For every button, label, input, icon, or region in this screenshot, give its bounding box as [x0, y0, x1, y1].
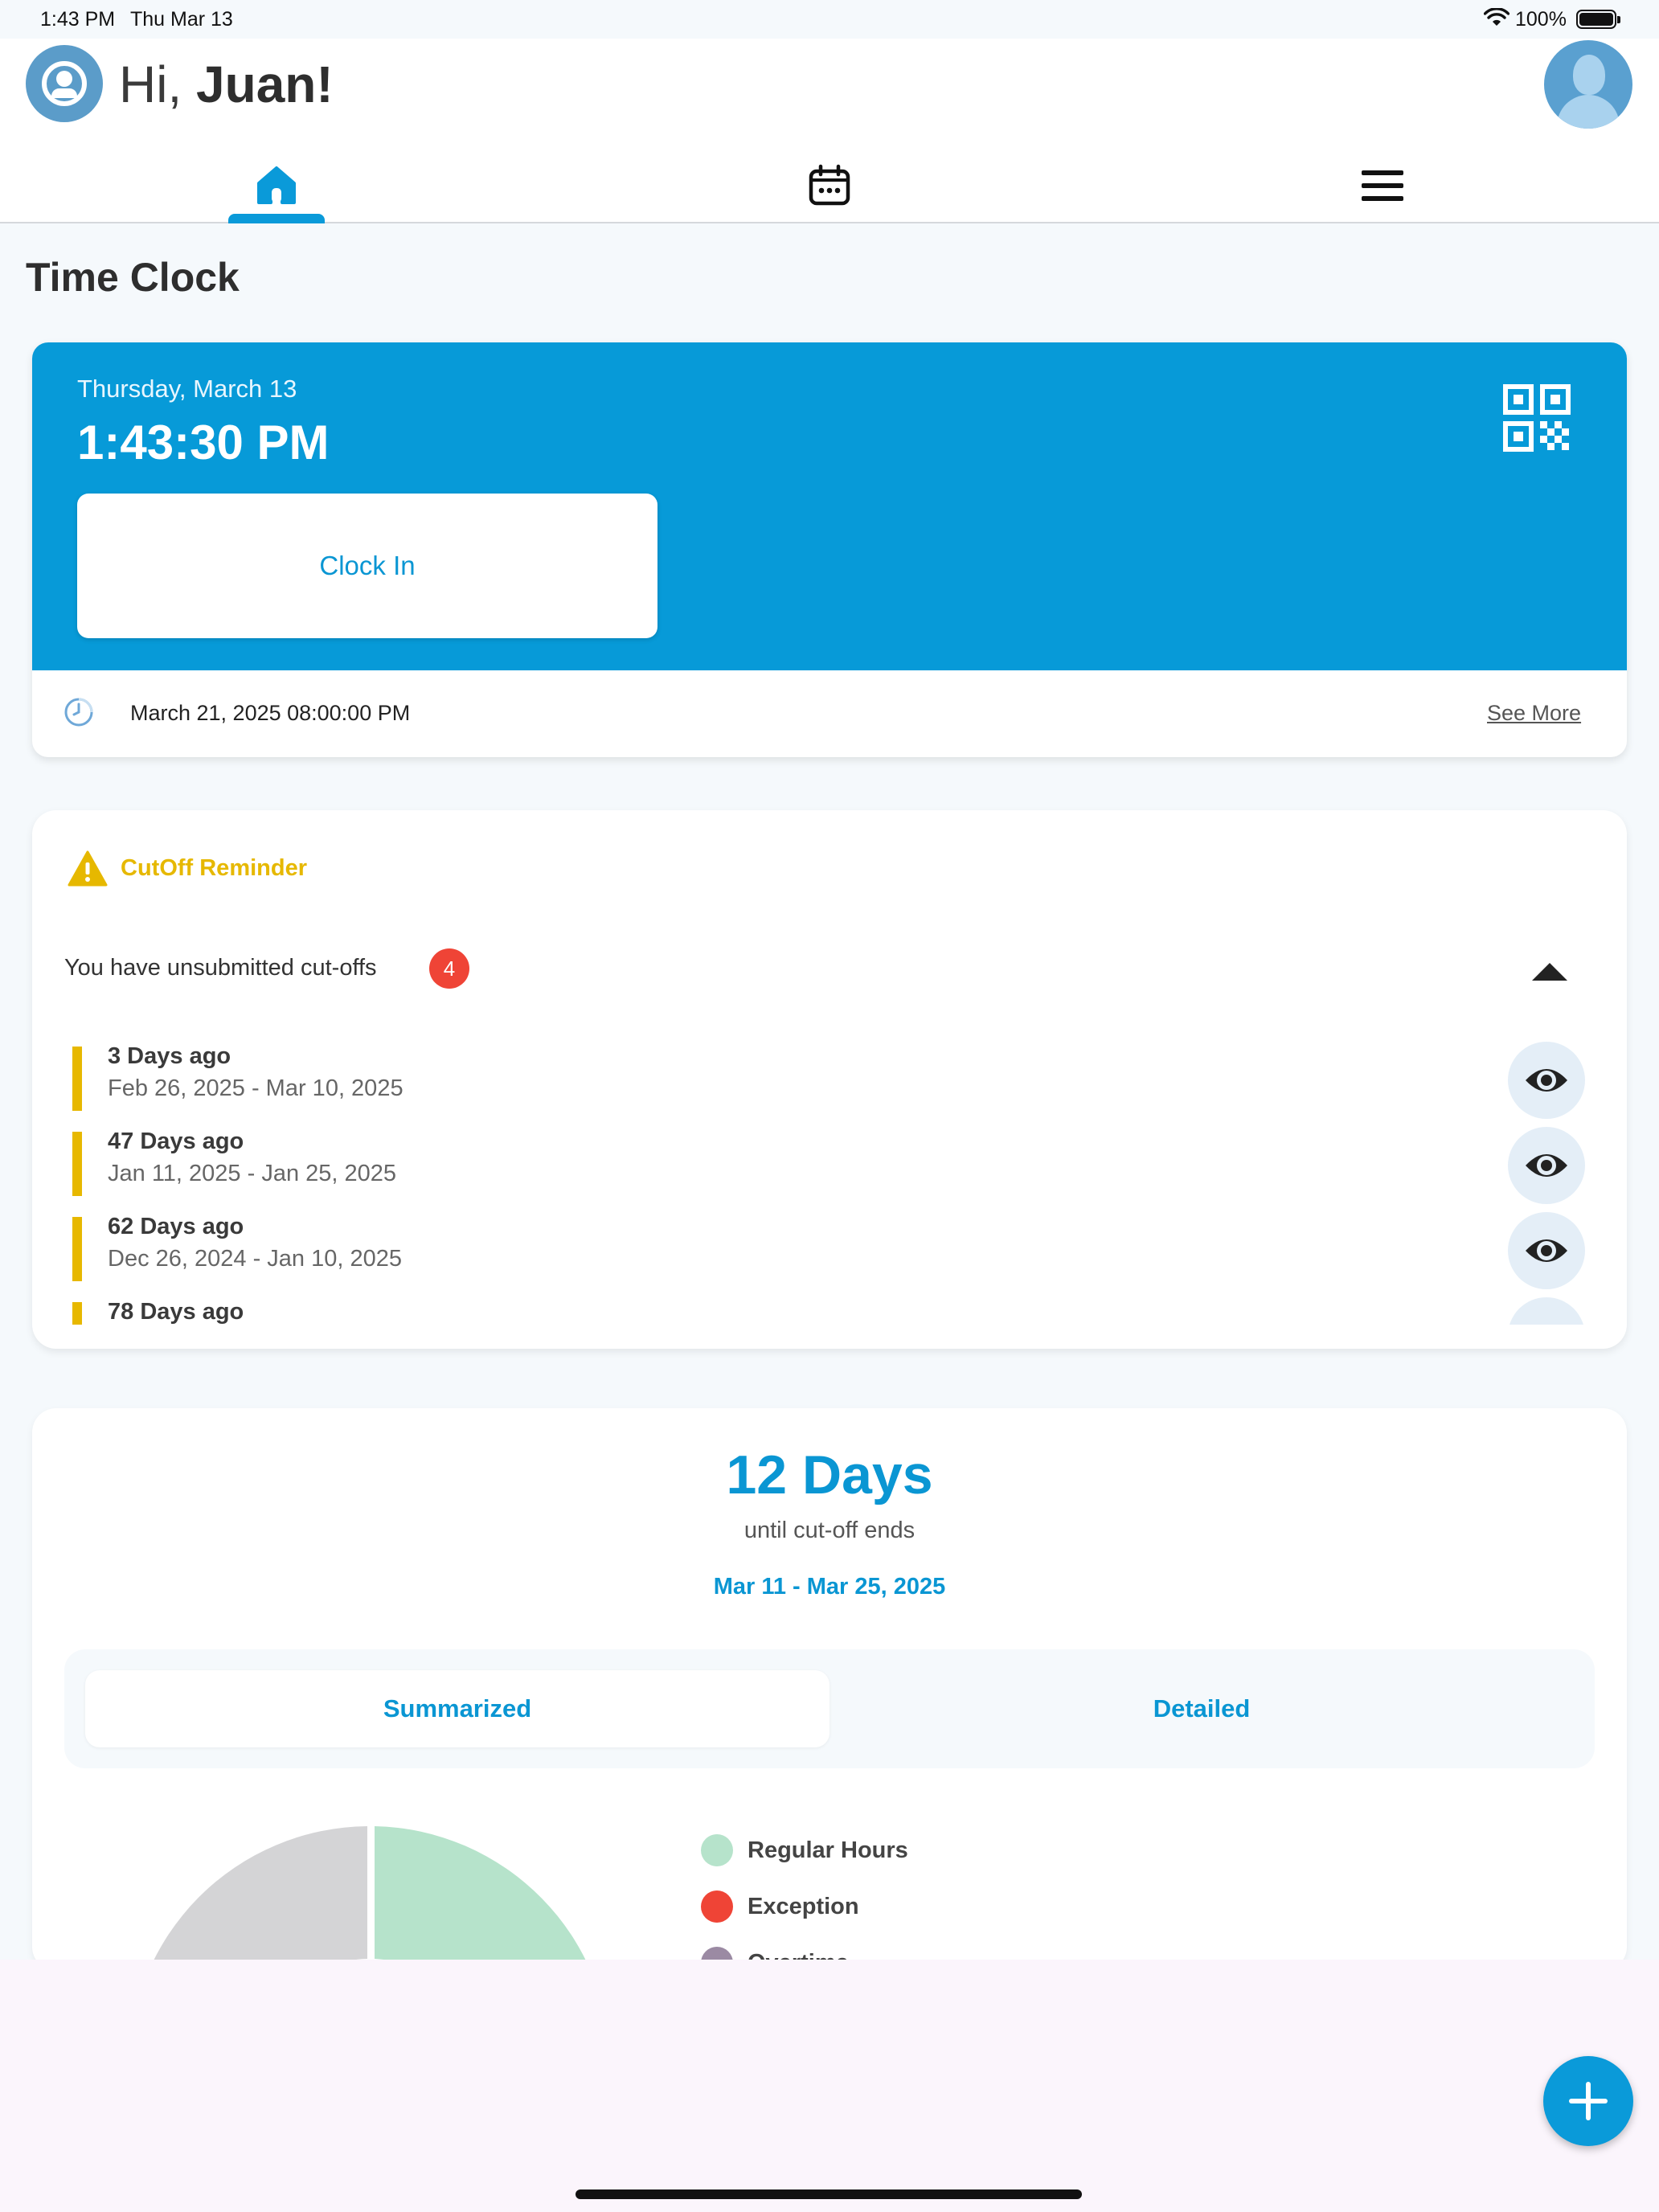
list-item: 78 Days ago — [32, 1297, 1627, 1325]
see-more-link[interactable]: See More — [1487, 701, 1582, 725]
menu-icon — [1360, 164, 1405, 211]
time-clock-card: Thursday, March 13 1:43:30 PM Clock In M… — [32, 342, 1627, 757]
hours-donut-chart — [149, 1826, 591, 1971]
eye-icon — [1526, 1069, 1567, 1092]
view-cutoff-button[interactable] — [1508, 1127, 1585, 1204]
cutoff-item-title: 47 Days ago — [108, 1129, 244, 1154]
cutoff-reminder-card: CutOff Reminder You have unsubmitted cut… — [32, 810, 1627, 1349]
eye-icon — [1524, 1320, 1569, 1325]
eye-icon — [1526, 1154, 1567, 1177]
legend-dot — [701, 1834, 733, 1866]
caret-up-icon — [1532, 963, 1567, 981]
cutoff-indicator-bar — [72, 1132, 82, 1196]
legend-label: Exception — [748, 1894, 859, 1919]
battery-icon — [1576, 10, 1620, 29]
cutoff-item-range: Dec 26, 2024 - Jan 10, 2025 — [108, 1246, 402, 1272]
clock-time: 1:43:30 PM — [77, 416, 330, 469]
view-mode-toggle: Summarized Detailed — [64, 1649, 1595, 1768]
avatar[interactable] — [1544, 40, 1632, 129]
qr-code-icon[interactable] — [1503, 384, 1571, 452]
calendar-icon — [808, 164, 851, 211]
collapse-button[interactable] — [1529, 955, 1571, 987]
cutoff-title: CutOff Reminder — [121, 855, 307, 881]
donut-regular-segment — [375, 1826, 591, 1971]
legend-label: Regular Hours — [748, 1837, 908, 1863]
view-cutoff-button[interactable] — [1508, 1297, 1585, 1325]
tab-detailed[interactable]: Detailed — [1153, 1694, 1251, 1722]
wifi-icon — [1483, 7, 1510, 33]
cutoff-item-range: Jan 11, 2025 - Jan 25, 2025 — [108, 1161, 397, 1186]
status-bar: 1:43 PM Thu Mar 13 100% — [0, 0, 1659, 39]
cutoff-list[interactable]: 3 Days ago Feb 26, 2025 - Mar 10, 2025 4… — [32, 1029, 1627, 1325]
tab-nav — [0, 151, 1659, 223]
user-name: Juan! — [196, 55, 334, 113]
cutoff-indicator-bar — [72, 1047, 82, 1111]
list-item: 3 Days ago Feb 26, 2025 - Mar 10, 2025 — [32, 1042, 1627, 1127]
add-button[interactable] — [1543, 2056, 1633, 2146]
home-icon — [254, 164, 299, 210]
page-title: Time Clock — [26, 255, 240, 300]
status-time: 1:43 PM — [40, 8, 116, 31]
clock-header: Thursday, March 13 1:43:30 PM Clock In — [32, 342, 1627, 670]
active-tab-indicator — [228, 214, 325, 223]
days-subtitle: until cut-off ends — [743, 1518, 916, 1543]
legend-dot — [701, 1890, 733, 1923]
eye-icon — [1526, 1239, 1567, 1262]
tab-home[interactable] — [0, 151, 553, 223]
cutoff-item-title: 62 Days ago — [108, 1214, 244, 1239]
list-item: 62 Days ago Dec 26, 2024 - Jan 10, 2025 — [32, 1212, 1627, 1297]
bottom-overlay — [0, 1960, 1659, 2212]
cutoff-summary-card: 12 Days until cut-off ends Mar 11 - Mar … — [32, 1408, 1627, 1971]
cutoff-indicator-bar — [72, 1217, 82, 1281]
home-indicator[interactable] — [576, 2189, 1082, 2199]
greeting: Hi, Juan! — [119, 55, 334, 114]
days-remaining: 12 Days — [726, 1444, 933, 1505]
tab-menu[interactable] — [1106, 151, 1659, 223]
cutoff-item-range: Feb 26, 2025 - Mar 10, 2025 — [108, 1075, 403, 1101]
clock-icon — [63, 696, 95, 728]
list-item: 47 Days ago Jan 11, 2025 - Jan 25, 2025 — [32, 1127, 1627, 1212]
view-cutoff-button[interactable] — [1508, 1212, 1585, 1289]
next-schedule-text: March 21, 2025 08:00:00 PM — [130, 701, 411, 725]
clock-date: Thursday, March 13 — [77, 375, 297, 403]
unsubmitted-count-badge: 4 — [429, 948, 469, 989]
user-circle-icon[interactable] — [26, 45, 103, 122]
app-header: Hi, Juan! — [0, 39, 1659, 223]
status-date: Thu Mar 13 — [130, 8, 233, 31]
tab-summarized[interactable]: Summarized — [85, 1670, 830, 1747]
cutoff-item-title: 78 Days ago — [108, 1299, 244, 1325]
battery-percent: 100% — [1515, 8, 1567, 31]
unsubmitted-text: You have unsubmitted cut-offs — [64, 955, 377, 981]
clock-in-button[interactable]: Clock In — [77, 494, 657, 638]
view-cutoff-button[interactable] — [1508, 1042, 1585, 1119]
greeting-prefix: Hi, — [119, 55, 196, 113]
donut-remaining-segment — [149, 1826, 367, 1971]
cutoff-range: Mar 11 - Mar 25, 2025 — [713, 1574, 946, 1600]
warning-icon — [68, 850, 108, 887]
tab-calendar[interactable] — [553, 151, 1106, 223]
cutoff-indicator-bar — [72, 1302, 82, 1325]
cutoff-item-title: 3 Days ago — [108, 1043, 231, 1069]
